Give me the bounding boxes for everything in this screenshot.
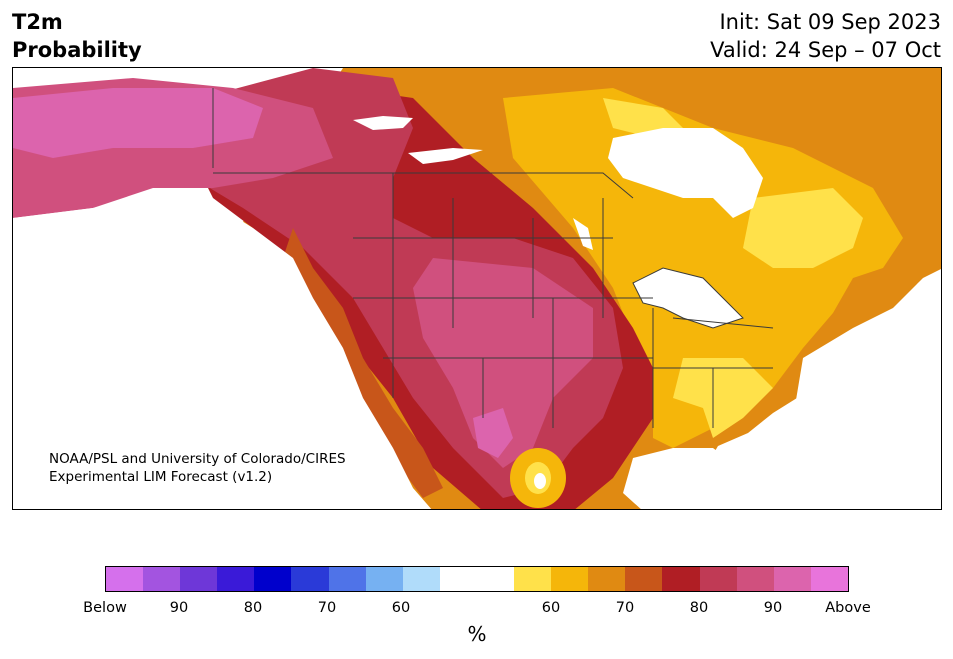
colorbar-tick-label: 70 <box>317 600 337 616</box>
colorbar-tick-label: 90 <box>169 600 189 616</box>
colorbar-tick-label: 60 <box>391 600 411 616</box>
title-line-2: Probability <box>12 38 142 62</box>
colorbar-swatch: #2a3ad8 <box>291 567 329 591</box>
colorbar-swatch: #dc64ad <box>773 567 811 591</box>
valid-period: Valid: 24 Sep – 07 Oct <box>710 38 941 62</box>
region-pink-light-alaska <box>13 88 263 158</box>
lake-great-slave <box>408 148 483 164</box>
colorbar-swatch: #0000cc <box>254 567 292 591</box>
credit-line-2: Experimental LIM Forecast (v1.2) <box>49 469 273 485</box>
hudson-bay <box>608 128 763 218</box>
colorbar-swatch: #ffffff <box>439 567 477 591</box>
region-pink-interior <box>413 258 593 468</box>
hotspot-center <box>534 473 546 489</box>
gulf-and-atlantic <box>623 448 773 509</box>
credit-line-1: NOAA/PSL and University of Colorado/CIRE… <box>49 451 346 467</box>
colorbar-tick-label: Above <box>825 600 871 616</box>
region-yellow-quebec <box>743 188 863 268</box>
colorbar-tick-label: 60 <box>541 600 561 616</box>
forecast-dates: Init: Sat 09 Sep 2023 Valid: 24 Sep – 07… <box>710 8 941 64</box>
colorbar-swatch: #ffffff <box>476 567 515 591</box>
probability-map <box>12 67 942 510</box>
region-orange-westcoast <box>283 228 443 498</box>
colorbar-tick-label: Below <box>83 600 127 616</box>
colorbar-swatch: #3a1ad8 <box>217 567 255 591</box>
colorbar-tick-label: 80 <box>243 600 263 616</box>
colorbar-swatch: #c8561a <box>625 567 663 591</box>
lake-great-bear <box>353 116 413 130</box>
colorbar-swatch: #b01e24 <box>662 567 700 591</box>
region-gold <box>503 88 903 448</box>
colorbar-swatch: #4f73e8 <box>328 567 366 591</box>
colorbar-swatch: #b0dcfa <box>402 567 440 591</box>
init-date: Init: Sat 09 Sep 2023 <box>719 10 941 34</box>
colorbar-swatch: #76b1f2 <box>365 567 403 591</box>
credit-note: NOAA/PSL and University of Colorado/CIRE… <box>49 450 346 486</box>
colorbar-tick-label: 80 <box>689 600 709 616</box>
title-line-1: T2m <box>12 10 63 34</box>
colorbar-swatch: #d0507e <box>736 567 774 591</box>
colorbar-tick-label: 70 <box>615 600 635 616</box>
region-pink-light-southwest <box>473 408 513 458</box>
colorbar-swatch: #c03a55 <box>699 567 737 591</box>
colorbar-tick-label: 90 <box>763 600 783 616</box>
colorbar-swatch: #d570ec <box>106 567 144 591</box>
region-yellow-southeast <box>673 358 773 438</box>
map-title: T2m Probability <box>12 8 142 64</box>
colorbar-swatch: #6e37d8 <box>180 567 218 591</box>
map-canvas <box>13 68 941 509</box>
colorbar-swatch: #f5b60a <box>551 567 589 591</box>
colorbar-unit: % <box>467 622 487 646</box>
colorbar-swatch: #ffe14a <box>514 567 552 591</box>
boundaries <box>212 88 774 428</box>
pacific-ocean <box>13 193 432 509</box>
colorbar-swatch: #e874db <box>810 567 848 591</box>
colorbar-swatch: #a354e0 <box>143 567 181 591</box>
colorbar-swatch: #e08a12 <box>588 567 626 591</box>
atlantic-east <box>773 269 941 509</box>
lake-winnipeg <box>573 218 593 250</box>
colorbar: #d570ec#a354e0#6e37d8#3a1ad8#0000cc#2a3a… <box>105 566 849 592</box>
